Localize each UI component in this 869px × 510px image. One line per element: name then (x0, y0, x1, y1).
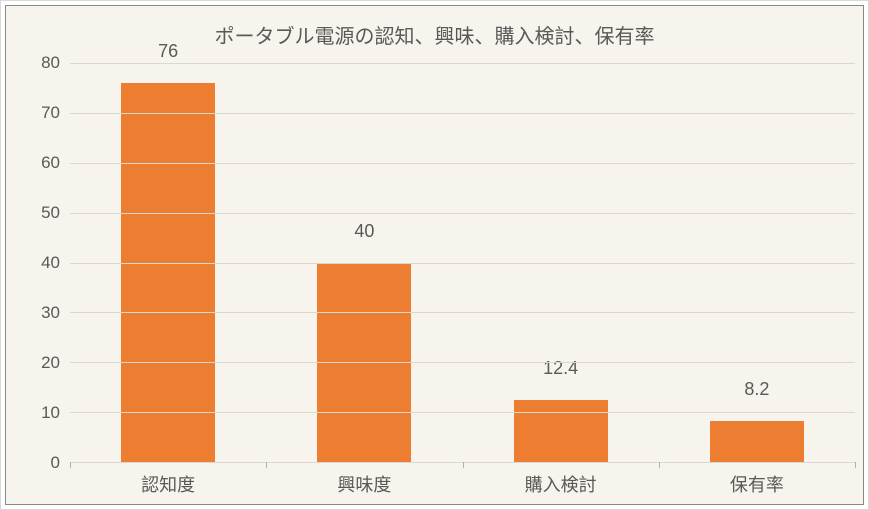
x-axis-label: 購入検討 (463, 463, 659, 497)
gridline (70, 312, 855, 313)
y-tick-label: 50 (41, 203, 60, 223)
y-tick-label: 80 (41, 53, 60, 73)
x-axis-label: 認知度 (70, 463, 266, 497)
x-tick (855, 462, 856, 468)
y-tick-label: 0 (51, 453, 60, 473)
x-axis-label: 保有率 (659, 463, 855, 497)
plot-wrap: 01020304050607080 764012.48.2 (14, 63, 855, 463)
x-tick (463, 462, 464, 468)
x-tick (70, 462, 71, 468)
gridline (70, 163, 855, 164)
chart-inner-frame: ポータブル電源の認知、興味、購入検討、保有率 0 10 20 30 40 50 60 70 80… (5, 5, 864, 505)
y-tick-label: 60 (41, 153, 60, 173)
bar-value-label: 8.2 (744, 379, 769, 400)
y-tick-label: 40 (41, 253, 60, 273)
gridline (70, 362, 855, 363)
gridline (70, 213, 855, 214)
x-axis-labels: 認知度興味度購入検討保有率 (70, 463, 855, 497)
bar-value-label: 40 (354, 221, 374, 242)
x-axis-label: 興味度 (266, 463, 462, 497)
bar (710, 421, 804, 462)
x-tick (266, 462, 267, 468)
bar (514, 400, 608, 462)
y-tick-label: 10 (41, 403, 60, 423)
plot-area: 764012.48.2 (70, 63, 855, 463)
x-tick (659, 462, 660, 468)
bar-value-label: 76 (158, 41, 178, 62)
chart-title: ポータブル電源の認知、興味、購入検討、保有率 (14, 20, 855, 49)
gridline (70, 63, 855, 64)
chart-outer-frame: ポータブル電源の認知、興味、購入検討、保有率 0 10 20 30 40 50 60 70 80… (0, 0, 869, 510)
y-tick-label: 70 (41, 103, 60, 123)
y-axis: 01020304050607080 (14, 63, 70, 463)
y-tick-label: 30 (41, 303, 60, 323)
gridline (70, 412, 855, 413)
y-tick-label: 20 (41, 353, 60, 373)
bar (121, 83, 215, 462)
gridline (70, 113, 855, 114)
gridline (70, 263, 855, 264)
